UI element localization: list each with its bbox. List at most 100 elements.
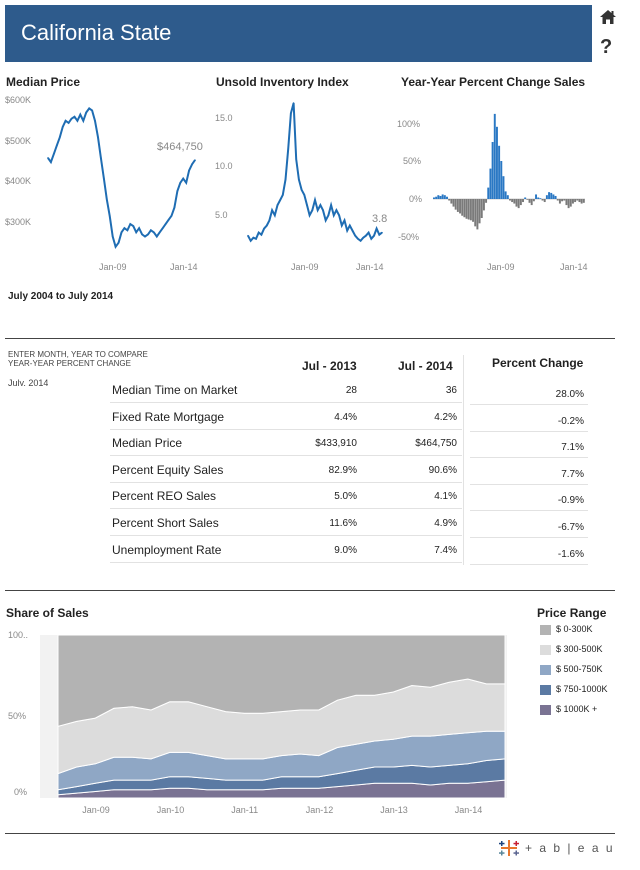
cell-2014: 7.4% (434, 544, 457, 556)
bar (472, 199, 475, 222)
bar (480, 199, 483, 218)
row-divider (110, 481, 462, 483)
data-point (300, 189, 303, 191)
bar (448, 199, 451, 201)
row-divider (110, 402, 462, 403)
y-tick: 100.. (8, 630, 28, 640)
x-tick: Jan-13 (380, 805, 408, 815)
month-year-dropdown[interactable]: July, 2014 (8, 378, 49, 386)
row-divider (470, 430, 588, 432)
data-point (295, 158, 298, 160)
bar (513, 199, 516, 204)
cell-2013: 4.4% (334, 411, 357, 423)
y-tick: $300K (5, 217, 31, 227)
bar (537, 197, 540, 199)
data-point (252, 236, 255, 239)
data-point (265, 224, 268, 227)
bar (450, 199, 453, 204)
data-point (170, 215, 173, 217)
row-divider (470, 457, 588, 459)
data-point (111, 235, 114, 238)
x-tick: Jan-10 (157, 805, 185, 815)
row-divider (470, 404, 588, 405)
bar (509, 199, 511, 201)
bar (467, 199, 470, 220)
bar (456, 199, 459, 212)
bar (441, 194, 444, 199)
bar (474, 199, 477, 227)
y-tick: 10.0 (215, 161, 233, 171)
legend-label: $ 1000K + (556, 704, 598, 714)
data-point (132, 225, 135, 227)
data-point (276, 204, 279, 206)
data-point (138, 227, 140, 230)
tableau-logo[interactable]: + a b | e a u (497, 838, 613, 858)
cell-2013: $433,910 (315, 438, 357, 450)
inventory-chart: 15.0 10.0 5.0 Jan-09 Jan-14 3.8 (215, 102, 387, 272)
help-icon[interactable]: ? (600, 36, 613, 58)
data-point (176, 190, 179, 192)
data-point (341, 224, 343, 227)
data-point (94, 119, 96, 122)
data-point (263, 227, 265, 230)
data-point (123, 227, 126, 230)
data-point (303, 194, 306, 196)
bar (556, 199, 559, 201)
row-divider (110, 455, 462, 457)
data-point (373, 234, 375, 237)
bar (571, 199, 574, 204)
bar (558, 199, 561, 204)
bar (443, 195, 446, 199)
bar (459, 199, 462, 214)
logo-text: + a b | e a u (525, 841, 615, 855)
bar (476, 199, 479, 230)
y-tick: 0% (14, 787, 27, 797)
cell-pct-change: -0.9% (557, 495, 584, 507)
cell-pct-change: -0.2% (557, 415, 584, 427)
x-tick: Jan-12 (306, 805, 334, 815)
data-point (370, 237, 373, 240)
inventory-annotation: 3.8 (372, 213, 387, 225)
legend-swatch (540, 665, 551, 675)
bar (561, 199, 564, 202)
data-point (82, 119, 85, 122)
column-divider (463, 355, 464, 565)
data-point (194, 159, 196, 161)
bar (487, 187, 490, 199)
cell-2014: 90.6% (428, 464, 457, 476)
median-price-title: Median Price (6, 75, 81, 89)
home-icon[interactable] (599, 8, 617, 26)
bar (554, 195, 557, 199)
row-divider (470, 483, 588, 485)
section-divider (5, 338, 615, 339)
data-point (185, 181, 187, 184)
cell-2014: 4.2% (434, 411, 457, 423)
y-tick: 5.0 (215, 210, 228, 220)
bar (530, 199, 533, 206)
data-point (308, 214, 311, 217)
data-point (290, 112, 292, 115)
y-tick: $600K (5, 95, 31, 105)
bar (578, 199, 581, 203)
data-point (64, 119, 67, 122)
data-point (354, 234, 356, 237)
col-header-pct: Percent Change (492, 356, 584, 370)
x-tick: Jan-14 (560, 262, 588, 272)
row-label: Median Time on Market (112, 383, 238, 397)
legend-label: $ 300-500K (556, 644, 603, 654)
share-of-sales-chart: 100.. 50% 0% Jan-09 Jan-10 Jan-11 Jan-12 Jan… (8, 630, 507, 815)
tableau-logo-icon (499, 840, 519, 856)
data-point (298, 178, 300, 181)
inventory-title: Unsold Inventory Index (216, 75, 349, 89)
x-tick: Jan-09 (487, 262, 515, 272)
data-point (381, 231, 383, 234)
data-point (114, 246, 117, 248)
bar (541, 199, 544, 201)
data-point (155, 235, 158, 238)
legend-swatch (540, 705, 551, 715)
legend-swatch (540, 645, 551, 655)
bar (528, 199, 531, 203)
bar (437, 195, 440, 199)
data-point (282, 194, 284, 196)
row-divider (470, 563, 588, 565)
